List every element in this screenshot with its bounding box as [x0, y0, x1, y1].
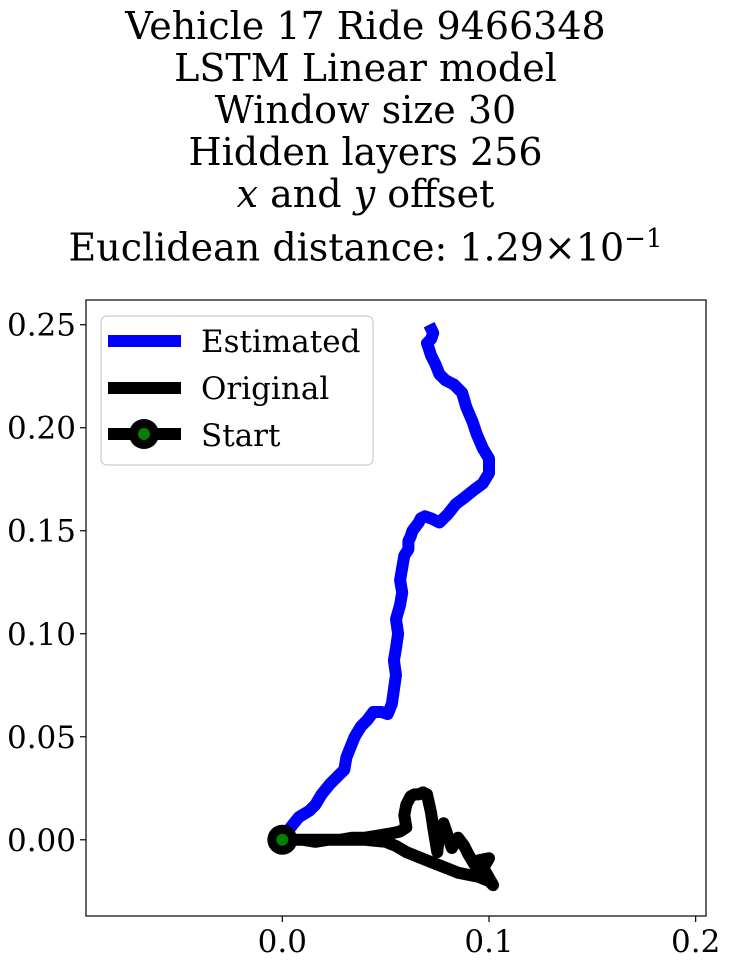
title-and-text: and [258, 172, 354, 216]
series-line-estimated [277, 322, 495, 844]
legend: Estimated Original Start [100, 315, 374, 466]
title-line-6: Euclidean distance: 1.29×10−1 [0, 217, 731, 270]
legend-original-label: Original [201, 371, 329, 407]
plot-area [267, 322, 500, 892]
legend-start-label: Start [201, 418, 281, 454]
title-line-3: Window size 30 [214, 88, 517, 132]
y-tick-label: 0.10 [7, 617, 76, 653]
legend-box [100, 315, 374, 466]
title-distance-prefix: Euclidean distance: 1.29 [68, 225, 544, 270]
title-line-5: x and y offset [0, 172, 731, 216]
title-y-symbol: y [353, 172, 376, 216]
x-tick-label: 0.1 [464, 924, 513, 960]
y-tick-label: 0.00 [7, 823, 76, 859]
y-tick-label: 0.05 [7, 720, 76, 756]
title-offset-text: offset [375, 172, 495, 216]
title-x-symbol: x [236, 172, 259, 216]
title-exponent-base: 10 [575, 225, 625, 270]
y-tick-label: 0.15 [7, 514, 76, 550]
title-exponent: −1 [624, 224, 663, 254]
x-tick-label: 0.2 [671, 924, 720, 960]
title-line-2: LSTM Linear model [174, 46, 557, 90]
start-marker-center [276, 833, 289, 846]
plot-frame [85, 299, 707, 917]
y-tick-label: 0.20 [7, 411, 76, 447]
legend-start-marker-center [138, 428, 150, 440]
title-line-4: Hidden layers 256 [188, 130, 543, 174]
y-tick-label: 0.25 [7, 308, 76, 344]
title-line-1: Vehicle 17 Ride 9466348 [125, 4, 606, 48]
axes: 0.0 0.1 0.2 0.00 0.05 0.10 0.15 0.20 0.25 [7, 299, 720, 960]
title-times-symbol: × [543, 225, 576, 270]
series-line-original [282, 786, 500, 892]
legend-estimated-label: Estimated [201, 324, 360, 360]
x-tick-label: 0.0 [258, 924, 307, 960]
